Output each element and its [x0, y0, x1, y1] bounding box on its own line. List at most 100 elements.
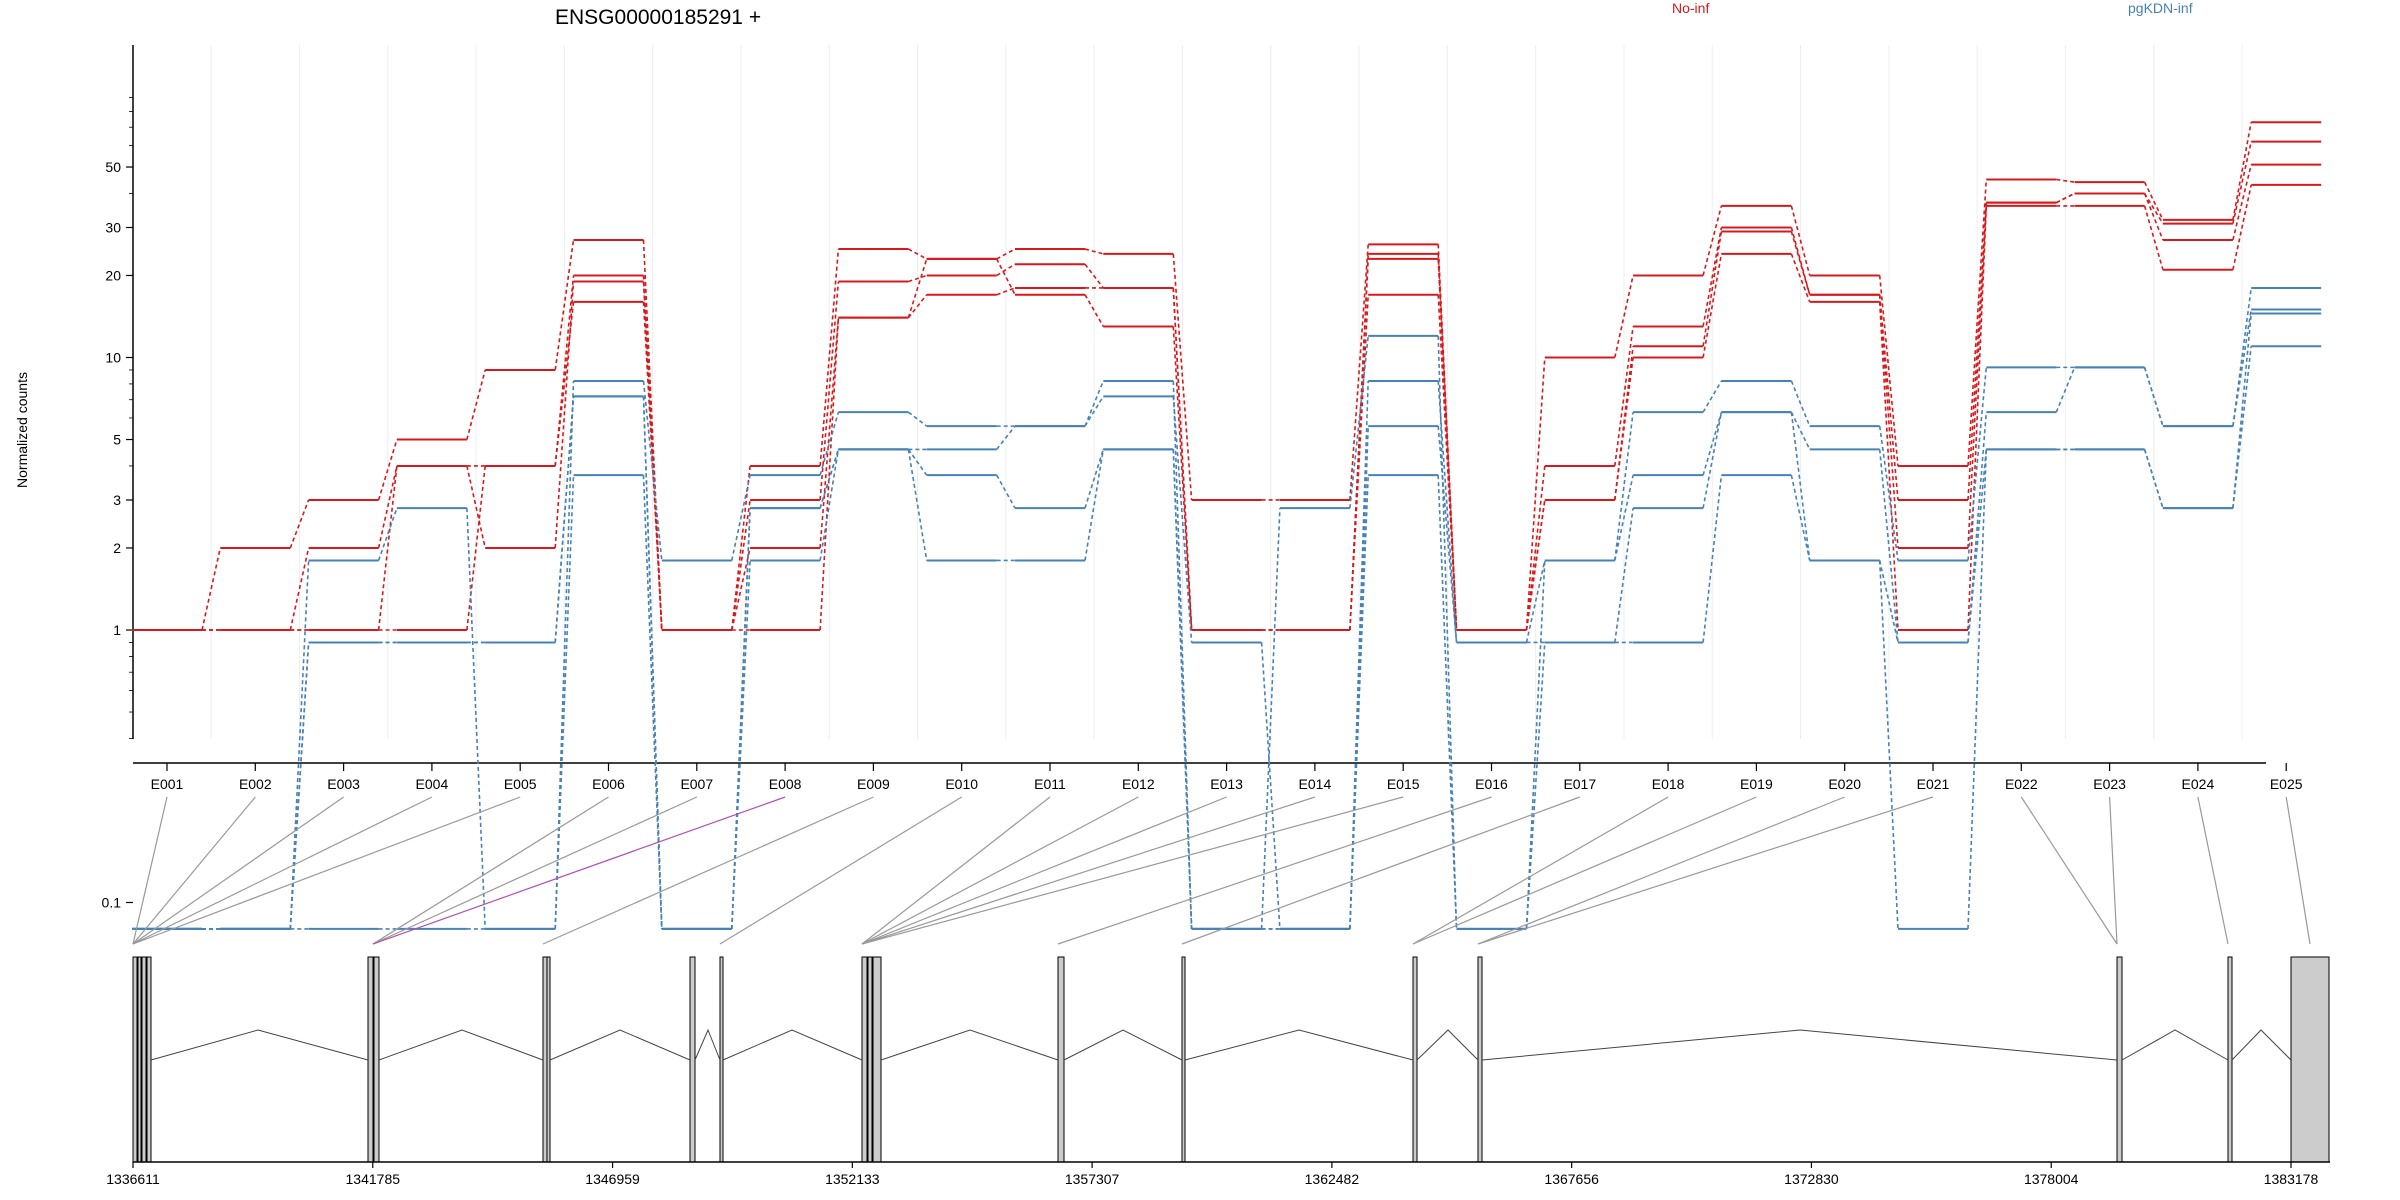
y-tick-label: 1 — [113, 622, 121, 638]
intron-line — [1481, 1029, 2118, 1061]
data-connector — [1084, 395, 1104, 427]
exon-block — [137, 956, 142, 1163]
data-connector — [1614, 326, 1634, 467]
data-connector — [907, 411, 928, 427]
data-connector — [2232, 309, 2252, 427]
legend-label-no-inf: No-inf — [1672, 0, 1709, 16]
data-connector — [1702, 227, 1723, 327]
data-connector — [1967, 202, 1988, 549]
data-connector — [1967, 449, 1988, 643]
data-connector — [1437, 380, 1458, 643]
data-connector — [1525, 357, 1546, 631]
exon-connector-line — [132, 796, 256, 945]
y-tick-label: 10 — [105, 350, 121, 366]
data-connector — [377, 465, 398, 549]
intron-line — [549, 1029, 691, 1061]
data-connector — [1967, 179, 1988, 466]
exon-connector-line — [2109, 796, 2118, 945]
data-connector — [2232, 141, 2252, 224]
coord-tick-label: 1346959 — [585, 1171, 640, 1187]
data-connector — [1349, 335, 1369, 509]
series-no-inf-3 — [132, 163, 2322, 631]
data-connector — [1878, 301, 1899, 631]
data-connector — [1084, 380, 1105, 427]
data-connector — [731, 560, 751, 929]
x-axis: E001 E002 E003 E004 E005 E006 E007 E008 E009 E010… — [133, 762, 2303, 792]
x-tick-label: E012 — [1122, 776, 1155, 792]
data-connector — [289, 499, 310, 549]
exon-block — [132, 956, 138, 1163]
data-connector — [1172, 449, 1193, 929]
data-connector — [1790, 412, 1811, 561]
exon-connector-line — [861, 796, 1227, 945]
exon-block — [719, 956, 724, 1163]
exon-connector-line — [861, 796, 1139, 945]
y-tick-label: 30 — [105, 219, 121, 235]
y-tick-label: 3 — [113, 492, 121, 508]
exon-connector-line — [861, 796, 1404, 945]
data-connector — [2143, 193, 2164, 225]
exon-block — [141, 956, 147, 1163]
data-connector — [908, 274, 927, 283]
exon-block — [1477, 956, 1483, 1163]
data-connector — [996, 248, 1016, 260]
data-connector — [1878, 294, 1899, 549]
data-connector — [466, 508, 486, 929]
intron-line — [1184, 1029, 1414, 1061]
data-connector — [1878, 294, 1899, 501]
grid — [210, 45, 2243, 739]
x-tick-label: E005 — [504, 776, 537, 792]
x-tick-label: E025 — [2270, 776, 2303, 792]
data-connector — [819, 411, 840, 476]
data-connector — [1702, 411, 1723, 476]
data-connector — [642, 380, 663, 561]
y-axis: 0.1 1 2 3 5 10 20 30 50 — [102, 45, 134, 911]
data-connector — [1172, 287, 1193, 631]
data-connector — [289, 547, 310, 631]
exon-block — [867, 956, 873, 1163]
data-connector — [1790, 380, 1811, 427]
legend-label-pgkdn-inf: pgKDN-inf — [2128, 0, 2193, 16]
data-connector — [1878, 560, 1899, 643]
exon-block — [146, 956, 152, 1163]
data-connector — [1702, 475, 1723, 643]
y-tick-label: 0.1 — [102, 895, 122, 911]
data-connector — [1084, 449, 1105, 561]
gene-model — [132, 956, 2330, 1163]
data-connector — [1702, 412, 1723, 509]
data-connector — [466, 369, 486, 440]
exon-connector-line — [1412, 796, 1757, 945]
exon-connector-line — [1412, 796, 1669, 945]
data-connector — [819, 317, 840, 631]
x-tick-label: E013 — [1210, 776, 1243, 792]
data-connector — [819, 281, 840, 501]
data-connector — [996, 474, 1016, 509]
data-connector — [1790, 227, 1811, 295]
series-no-inf-1 — [132, 121, 2322, 631]
exon-block — [1057, 956, 1065, 1163]
exon-block — [872, 956, 882, 1163]
exon-connector-line — [542, 796, 874, 945]
data-connector — [1437, 475, 1458, 929]
exon-block — [542, 956, 548, 1163]
data-connector — [1967, 205, 1988, 631]
exon-connector-line — [1477, 796, 1845, 945]
data-connector — [2232, 313, 2252, 509]
x-tick-label: E010 — [945, 776, 978, 792]
data-connector — [907, 449, 928, 561]
intron-line — [694, 1028, 721, 1061]
data-connector — [1702, 231, 1723, 347]
series-lines — [132, 121, 2322, 930]
series-pgkdn-inf-8 — [132, 345, 2322, 930]
exon-connector-line — [2285, 796, 2311, 945]
coordinate-axis: 1336611 1341785 1346959 1352133 1357307 13624… — [106, 1161, 2330, 1187]
x-tick-label: E002 — [239, 776, 272, 792]
data-connector — [2143, 367, 2164, 427]
data-connector — [2232, 164, 2252, 241]
exon-connector-line — [861, 796, 1316, 945]
data-connector — [1614, 508, 1634, 643]
x-tick-label: E022 — [2005, 776, 2038, 792]
data-connector — [907, 448, 928, 476]
data-connector — [1967, 367, 1988, 561]
